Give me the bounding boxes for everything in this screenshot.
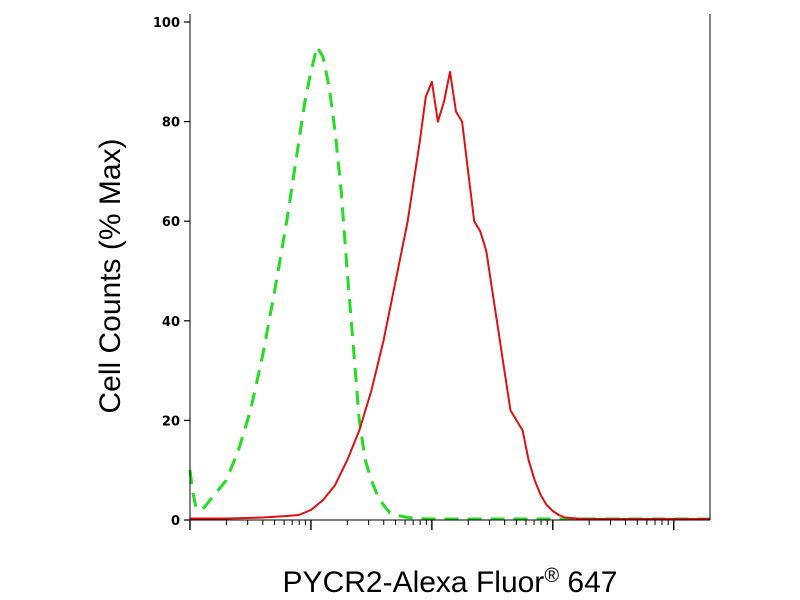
y-tick-label: 0 (171, 514, 180, 529)
y-tick-label: 80 (162, 116, 180, 131)
y-ticks: 0 20 40 60 80 100 (153, 16, 190, 529)
x-axis-label-main: PYCR2-Alexa Fluor (283, 566, 545, 599)
axes-layer (189, 14, 711, 521)
x-ticks (189, 520, 675, 530)
x-axis-label-suffix: 647 (559, 566, 617, 599)
sample-histogram-line (190, 70, 710, 520)
series-layer (188, 45, 710, 521)
y-axis-label: Cell Counts (% Max) (94, 138, 127, 413)
x-axis-label-superscript: ® (544, 565, 559, 587)
y-tick-label: 20 (162, 414, 180, 429)
y-tick-label: 40 (162, 315, 180, 330)
x-axis-label: PYCR2-Alexa Fluor® 647 (283, 565, 618, 599)
control-histogram-line (188, 45, 710, 521)
y-tick-label: 100 (153, 16, 180, 31)
y-tick-label: 60 (162, 215, 180, 230)
